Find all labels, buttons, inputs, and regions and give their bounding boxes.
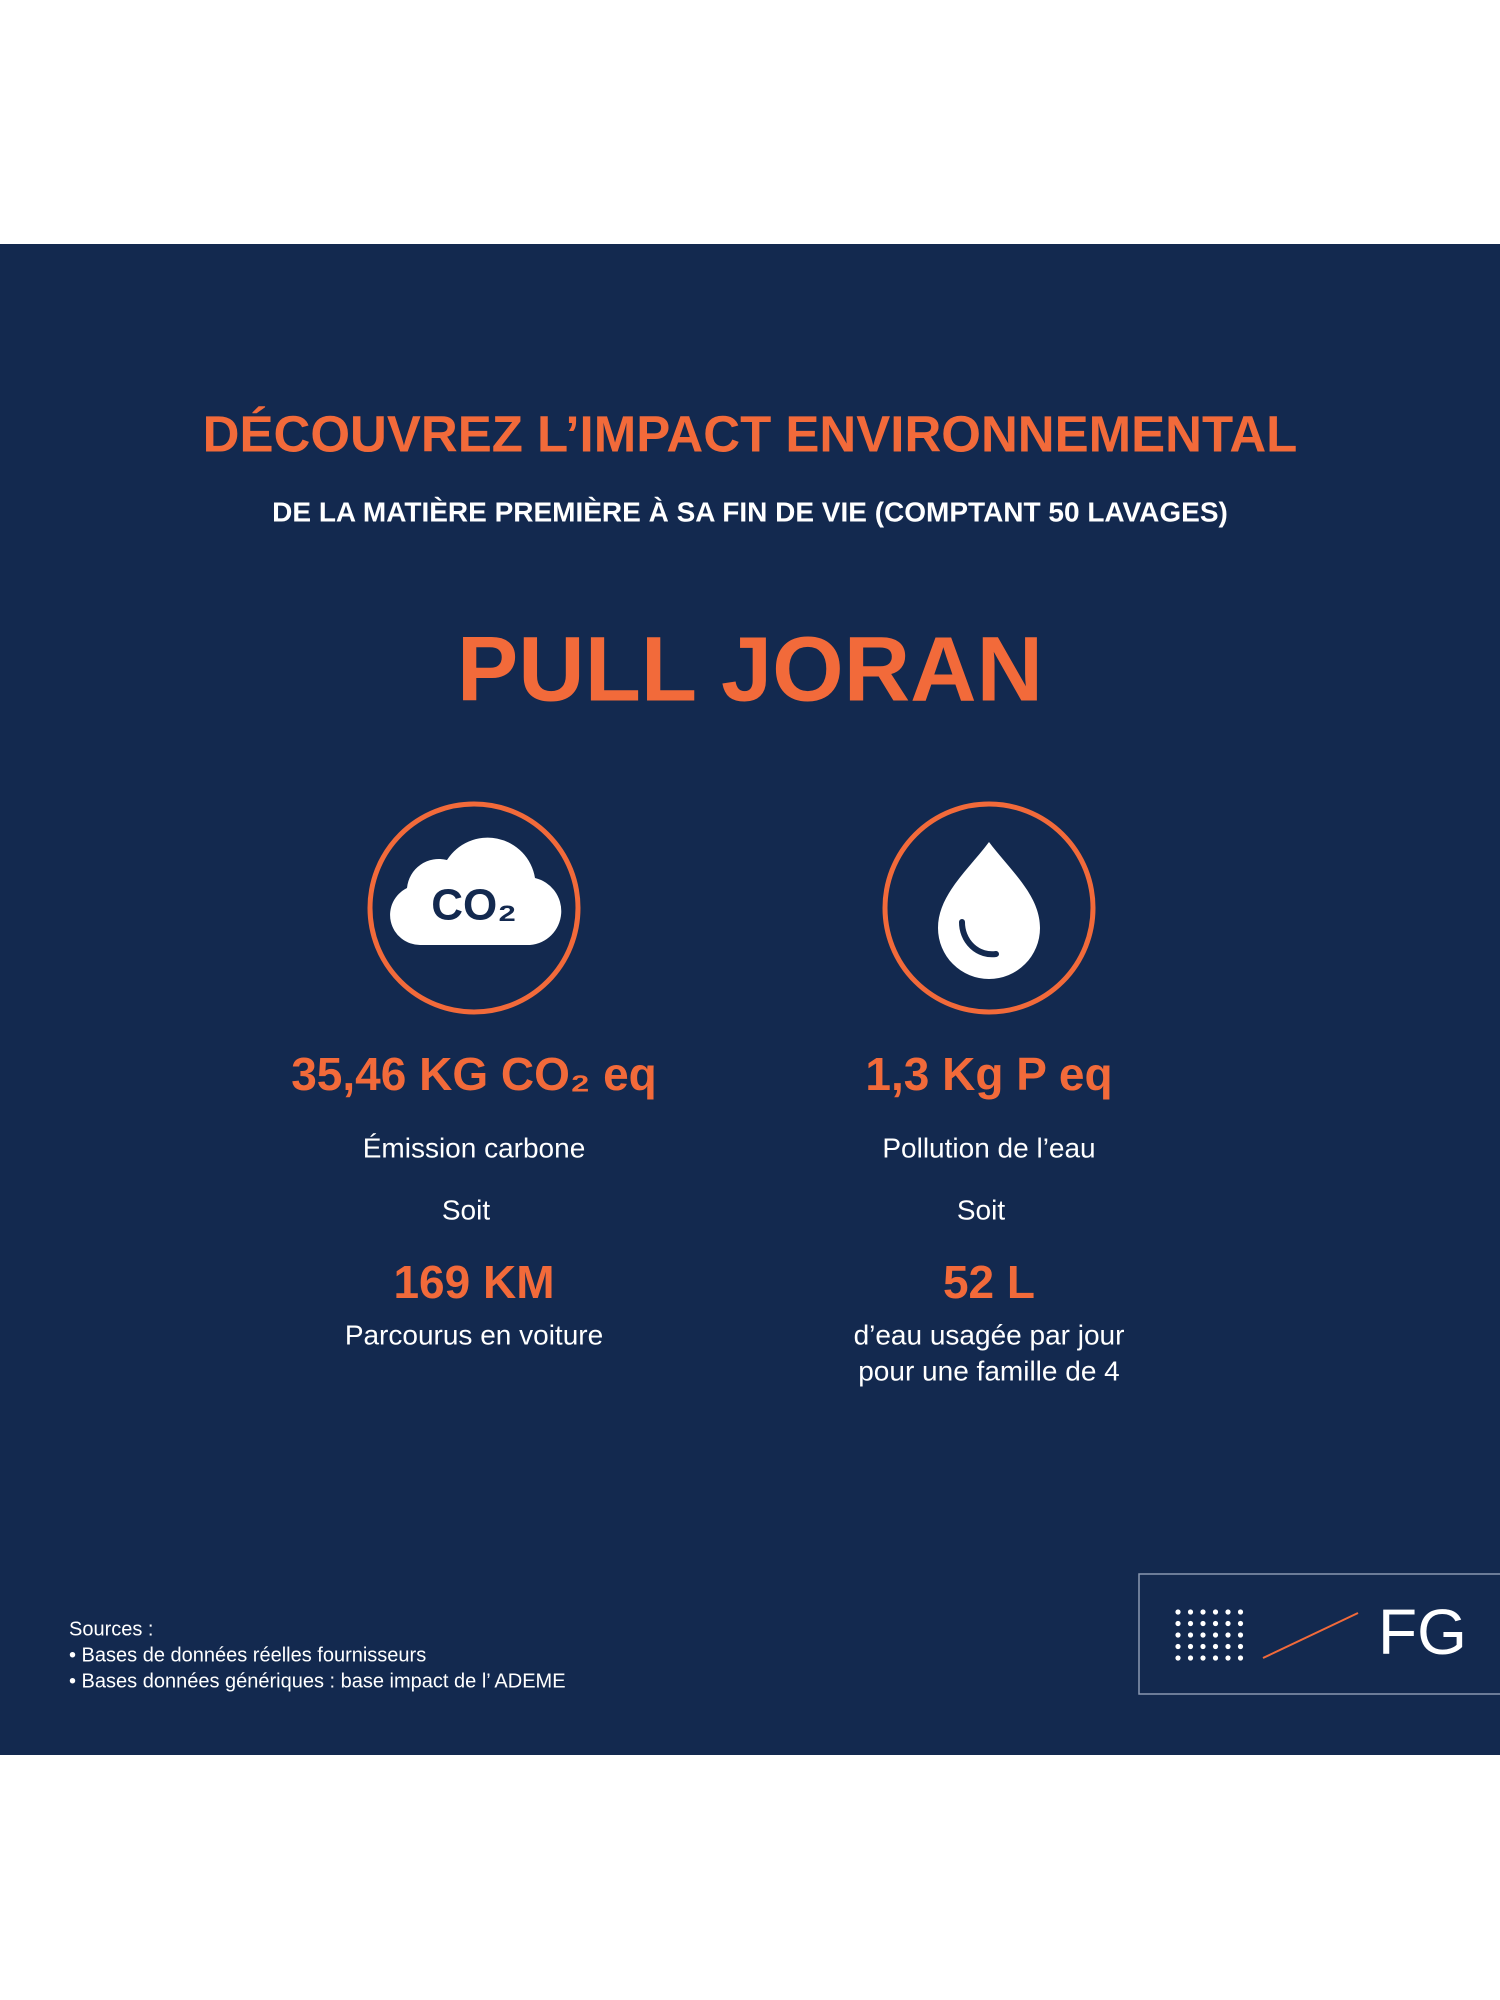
logo-text: FG [1378,1596,1467,1668]
source-item: • Bases de données réelles fournisseurs [69,1644,426,1666]
product-name: PULL JORAN [457,618,1043,720]
equivalent-description: d’eau usagée par jour [854,1319,1125,1350]
metric-value: 35,46 KG CO₂ eq [291,1048,657,1100]
water-icon [882,801,1096,1015]
connector: Soit [442,1194,490,1225]
metric-value: 1,3 Kg P eq [865,1048,1112,1100]
metric-label: Émission carbone [363,1132,586,1163]
source-item: • Bases données génériques : base impact… [69,1670,566,1692]
equivalent-description: Parcourus en voiture [345,1319,603,1350]
title: DÉCOUVREZ L’IMPACT ENVIRONNEMENTAL [203,405,1298,462]
metric-label: Pollution de l’eau [882,1132,1095,1163]
equivalent: 169 KM [393,1256,554,1308]
logo: FG [1138,1573,1500,1695]
subtitle: DE LA MATIÈRE PREMIÈRE À SA FIN DE VIE (… [272,496,1228,527]
equivalent: 52 L [943,1256,1035,1308]
connector: Soit [957,1194,1005,1225]
equivalent-description: pour une famille de 4 [858,1355,1120,1386]
icon-text: CO₂ [431,881,517,930]
co2-icon: CO₂ [367,801,581,1015]
sources-title: Sources : [69,1618,153,1640]
banner [0,244,1500,1755]
